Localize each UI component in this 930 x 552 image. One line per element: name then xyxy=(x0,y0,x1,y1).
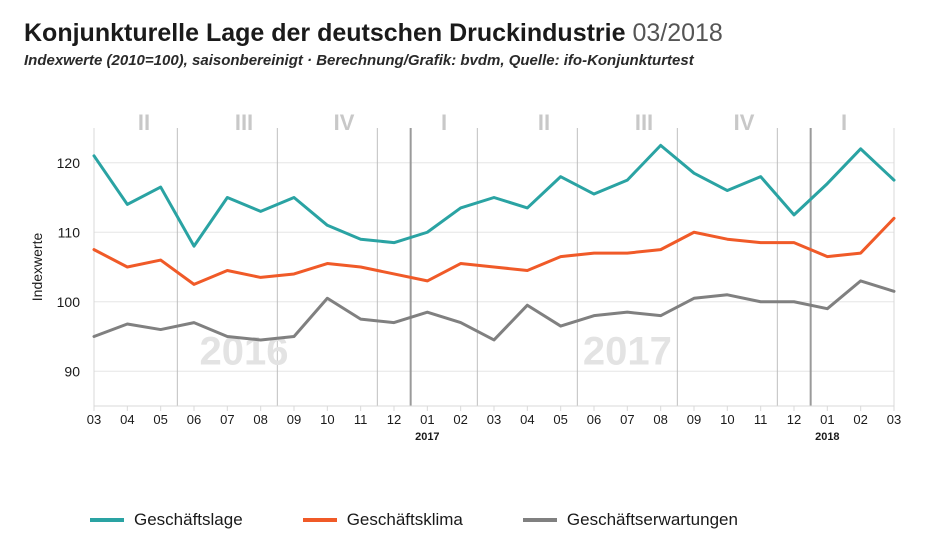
svg-text:05: 05 xyxy=(553,412,567,427)
chart-title-bold: Konjunkturelle Lage der deutschen Drucki… xyxy=(24,19,626,47)
svg-text:06: 06 xyxy=(187,412,201,427)
svg-text:08: 08 xyxy=(253,412,267,427)
svg-text:04: 04 xyxy=(520,412,534,427)
legend-swatch xyxy=(90,518,124,522)
svg-text:09: 09 xyxy=(687,412,701,427)
svg-text:2016: 2016 xyxy=(200,329,289,373)
chart-legend: Geschäftslage Geschäftsklima Geschäftser… xyxy=(90,510,738,530)
svg-text:10: 10 xyxy=(320,412,334,427)
svg-text:90: 90 xyxy=(64,363,80,379)
svg-text:II: II xyxy=(538,110,550,135)
svg-text:120: 120 xyxy=(57,155,81,171)
svg-text:2017: 2017 xyxy=(583,329,672,373)
svg-text:02: 02 xyxy=(853,412,867,427)
chart-area: 9010011012020162017IIIIIIVIIIIIIIVI03040… xyxy=(24,84,906,509)
svg-text:12: 12 xyxy=(787,412,801,427)
svg-text:III: III xyxy=(235,110,253,135)
svg-text:2018: 2018 xyxy=(815,431,839,443)
svg-text:04: 04 xyxy=(120,412,134,427)
legend-item-geschaeftserwartungen: Geschäftserwartungen xyxy=(523,510,738,530)
svg-text:01: 01 xyxy=(420,412,434,427)
page: Konjunkturelle Lage der deutschen Drucki… xyxy=(0,0,930,552)
line-chart: 9010011012020162017IIIIIIVIIIIIIIVI03040… xyxy=(24,84,906,504)
svg-text:09: 09 xyxy=(287,412,301,427)
svg-text:I: I xyxy=(841,110,847,135)
legend-item-geschaeftslage: Geschäftslage xyxy=(90,510,243,530)
svg-text:01: 01 xyxy=(820,412,834,427)
svg-text:05: 05 xyxy=(153,412,167,427)
svg-text:IV: IV xyxy=(734,110,755,135)
svg-text:100: 100 xyxy=(57,294,81,310)
legend-label: Geschäftserwartungen xyxy=(567,510,738,530)
svg-text:02: 02 xyxy=(453,412,467,427)
svg-text:2017: 2017 xyxy=(415,431,439,443)
svg-text:IV: IV xyxy=(334,110,355,135)
legend-swatch xyxy=(303,518,337,522)
svg-text:11: 11 xyxy=(754,412,768,427)
chart-title: Konjunkturelle Lage der deutschen Drucki… xyxy=(24,18,906,48)
svg-text:110: 110 xyxy=(58,224,81,240)
svg-text:III: III xyxy=(635,110,653,135)
legend-swatch xyxy=(523,518,557,522)
svg-text:03: 03 xyxy=(487,412,501,427)
legend-item-geschaeftsklima: Geschäftsklima xyxy=(303,510,463,530)
svg-text:08: 08 xyxy=(653,412,667,427)
legend-label: Geschäftsklima xyxy=(347,510,463,530)
svg-text:11: 11 xyxy=(354,412,368,427)
svg-text:I: I xyxy=(441,110,447,135)
svg-text:Indexwerte: Indexwerte xyxy=(29,233,45,302)
legend-label: Geschäftslage xyxy=(134,510,243,530)
svg-text:06: 06 xyxy=(587,412,601,427)
svg-text:12: 12 xyxy=(387,412,401,427)
chart-subtitle: Indexwerte (2010=100), saisonbereinigt ·… xyxy=(24,52,906,69)
svg-text:07: 07 xyxy=(220,412,234,427)
svg-text:03: 03 xyxy=(87,412,101,427)
svg-text:II: II xyxy=(138,110,150,135)
svg-text:10: 10 xyxy=(720,412,734,427)
svg-text:03: 03 xyxy=(887,412,901,427)
chart-title-period: 03/2018 xyxy=(632,19,722,47)
svg-text:07: 07 xyxy=(620,412,634,427)
